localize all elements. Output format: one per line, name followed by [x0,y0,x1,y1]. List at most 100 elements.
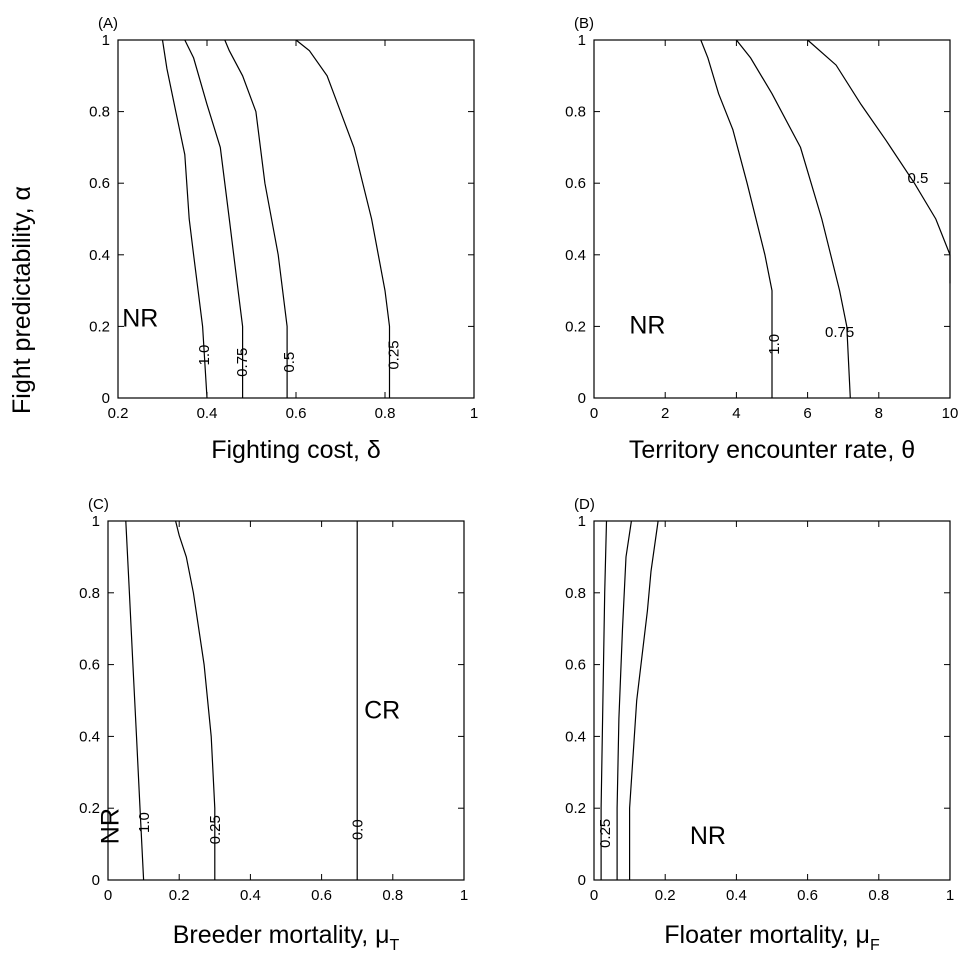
x-axis-label-symbol: θ [901,436,915,464]
x-axis-label-text: Floater mortality, [664,921,855,949]
x-axis-label-subscript: T [390,937,400,954]
y-tick-label: 0.8 [79,585,100,602]
y-tick-label: 0.8 [565,104,586,121]
x-tick-label: 0.6 [286,405,307,422]
contour-label: 0.5 [281,352,298,373]
y-tick-label: 0.4 [89,247,110,264]
y-tick-label: 0.6 [79,657,100,674]
y-tick-label: 0 [578,390,586,407]
x-axis-label-text: Breeder mortality, [173,921,375,949]
x-tick-label: 0.8 [382,887,403,904]
x-tick-label: 0.2 [108,405,129,422]
x-axis-label: Fighting cost, δ [211,436,381,464]
x-tick-label: 0.6 [311,887,332,904]
x-tick-label: 0 [590,405,598,422]
contour-label: 0.75 [234,348,251,377]
y-tick-label: 0.2 [565,800,586,817]
y-tick-label: 0.6 [565,175,586,192]
contour-line [600,520,608,880]
y-tick-label: 1 [578,32,586,49]
x-tick-label: 4 [732,405,740,422]
contour-label: 0.25 [385,340,402,369]
x-tick-label: 6 [803,405,811,422]
contour-line [224,39,288,398]
contour-label: 0.25 [207,815,224,844]
plot-frame [107,520,465,881]
x-tick-label: 2 [661,405,669,422]
x-tick-label: 0.2 [655,887,676,904]
contour-label: 1.0 [766,334,783,355]
contour-label: 1.0 [136,812,153,833]
y-tick-label: 0 [92,872,100,889]
contour-line [161,39,208,399]
x-axis-label: Territory encounter rate, θ [629,436,915,464]
x-axis-label-symbol: μ [375,921,389,949]
region-label: NR [629,312,665,340]
contour-label: 0.0 [350,819,367,840]
x-tick-label: 0.8 [375,405,396,422]
region-label: NR [690,822,726,850]
x-tick-label: 0.4 [240,887,261,904]
panel-d: (D) 0 0.2 0.4 0.6 0.8 1 0 0.2 0.4 0.6 0.8 1 Floater m… [565,496,954,954]
contour-label: 0.5 [908,170,929,187]
contour-line [807,39,951,284]
panel-c: (C) 0 0.2 0.4 0.6 0.8 1 0 0.2 0.4 0.6 0.8 1 Breeder m… [79,496,468,954]
plot-frame [593,520,951,881]
x-tick-label: 0 [104,887,112,904]
region-label: NR [122,304,158,332]
y-tick-label: 0.2 [79,800,100,817]
y-tick-label: 0.6 [89,175,110,192]
x-tick-label: 10 [942,405,959,422]
y-tick-label: 0.2 [565,318,586,335]
panel-label: (B) [574,15,594,32]
x-axis-label: Breeder mortality, μT [173,921,400,954]
y-tick-label: 0.8 [565,585,586,602]
y-tick-label: 0.4 [79,728,100,745]
y-tick-label: 0.4 [565,247,586,264]
contour-line [628,520,659,880]
y-tick-label: 1 [578,513,586,530]
plot-frame [117,39,475,399]
x-axis-label-subscript: F [870,937,880,954]
y-tick-label: 0.8 [89,104,110,121]
x-axis-label-text: Territory encounter rate, [629,436,901,464]
y-tick-label: 1 [102,32,110,49]
x-tick-label: 8 [875,405,883,422]
x-tick-label: 1 [460,887,468,904]
y-tick-label: 1 [92,513,100,530]
y-tick-label: 0.2 [89,318,110,335]
contour-label: 1.0 [196,345,213,366]
x-tick-label: 0.4 [197,405,218,422]
y-axis-label: Fight predictability, α [8,186,36,414]
x-axis-label-symbol: δ [367,436,381,464]
x-axis-label-symbol: μ [856,921,870,949]
x-tick-label: 0.2 [169,887,190,904]
contour-line [616,520,632,880]
x-tick-label: 1 [470,405,478,422]
x-tick-label: 0.6 [797,887,818,904]
panel-label: (A) [98,15,118,32]
contour-line [700,39,773,398]
x-tick-label: 1 [946,887,954,904]
panel-label: (C) [88,496,109,513]
contour-line [295,39,391,398]
region-label: CR [364,696,400,724]
x-axis-label-text: Fighting cost, [211,436,367,464]
region-label: NR [97,808,125,844]
y-tick-label: 0 [578,872,586,889]
contour-line [175,520,216,880]
contour-line [125,520,145,881]
contour-line [735,39,851,399]
x-tick-label: 0 [590,887,598,904]
y-tick-label: 0.6 [565,657,586,674]
contour-label: 0.75 [825,324,854,341]
panel-label: (D) [574,496,595,513]
contour-line [184,39,244,398]
contour-label: 0.25 [597,819,614,848]
panel-b: (B) 0 2 4 6 8 10 0 0.2 0.4 0.6 0.8 1 Territory encoun… [565,15,958,464]
x-tick-label: 0.8 [868,887,889,904]
y-tick-label: 0.4 [565,728,586,745]
x-axis-label: Floater mortality, μF [664,921,880,954]
